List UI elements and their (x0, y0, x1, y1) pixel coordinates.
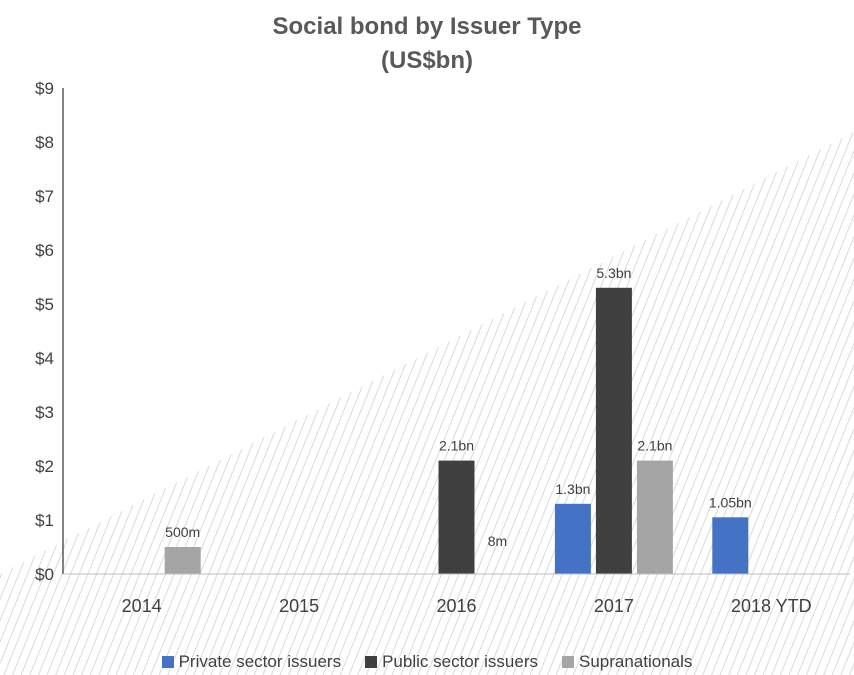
y-tick-label: $4 (35, 349, 54, 368)
x-category-label: 2014 (122, 596, 162, 616)
y-tick-label: $8 (35, 133, 54, 152)
legend-item: Supranationals (561, 652, 693, 672)
x-category-label: 2016 (436, 596, 476, 616)
x-category-label: 2015 (279, 596, 319, 616)
y-tick-label: $6 (35, 241, 54, 260)
legend-swatch (161, 656, 174, 668)
x-category-label: 2018 YTD (731, 596, 812, 616)
bar (554, 503, 591, 574)
y-tick-label: $7 (35, 187, 54, 206)
y-tick-label: $1 (35, 511, 54, 530)
bar (164, 547, 201, 574)
legend-item: Private sector issuers (161, 652, 342, 672)
y-tick-label: $2 (35, 457, 54, 476)
legend-label: Private sector issuers (178, 652, 342, 671)
data-label: 2.1bn (637, 438, 672, 454)
hatched-background (0, 132, 854, 675)
bar (712, 517, 749, 574)
bar (438, 460, 475, 574)
y-tick-label: $9 (35, 79, 54, 98)
y-tick-label: $5 (35, 295, 54, 314)
data-label: 8m (488, 533, 507, 549)
y-tick-label: $3 (35, 403, 54, 422)
data-label: 5.3bn (596, 265, 631, 281)
bar (636, 460, 673, 574)
data-label: 500m (165, 524, 200, 540)
legend-label: Supranationals (578, 652, 693, 671)
data-label: 1.3bn (555, 481, 590, 497)
chart-title-line-2: (US$bn) (381, 47, 473, 74)
legend-swatch (561, 656, 574, 668)
chart-title-line-1: Social bond by Issuer Type (272, 13, 582, 40)
data-label: 2.1bn (439, 438, 474, 454)
data-label: 1.05bn (709, 494, 752, 510)
chart-title: Social bond by Issuer Type (US$bn) (0, 10, 854, 78)
bar (595, 287, 632, 574)
y-tick-label: $0 (35, 565, 54, 584)
chart-legend: Private sector issuers Public sector issu… (0, 652, 854, 672)
legend-item: Public sector issuers (365, 652, 538, 672)
x-category-label: 2017 (594, 596, 634, 616)
legend-label: Public sector issuers (382, 652, 538, 671)
legend-swatch (365, 656, 378, 668)
